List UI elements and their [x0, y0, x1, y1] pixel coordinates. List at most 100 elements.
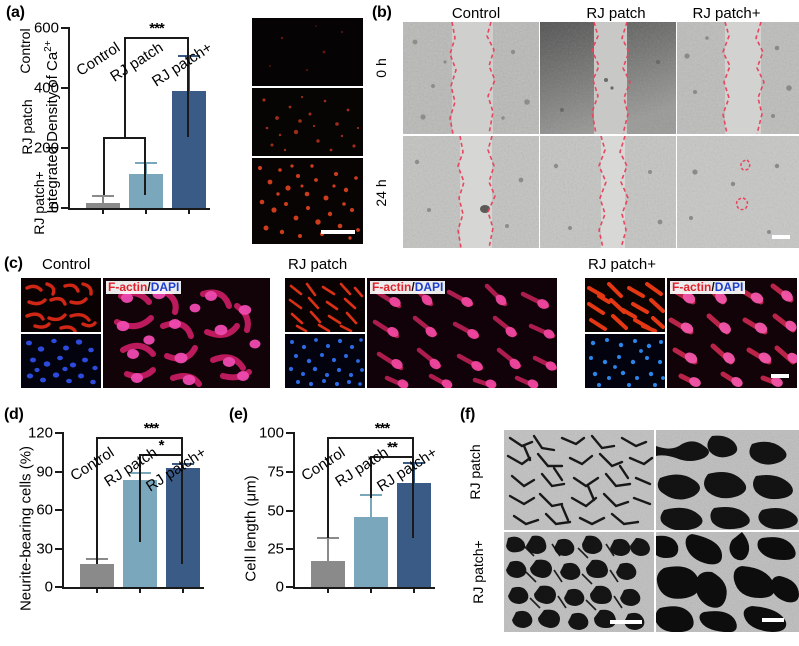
panel-c-control-factin-content [21, 278, 101, 332]
panel-b-image-control-24h[interactable] [403, 136, 539, 248]
panel-a-xtick-1 [145, 208, 147, 214]
panel-e-ytick-100 [286, 432, 293, 434]
panel-c-control-factin[interactable] [21, 278, 101, 332]
panel-c-control-merge-tag-dapi: DAPI [150, 280, 180, 294]
panel-a-chart: 0 200 400 600 *** Control RJ patch RJ pa… [34, 21, 215, 216]
panel-c-rj-patch-plus-merge[interactable]: F-actin/DAPI [667, 278, 797, 388]
panel-d-sig-bracket-rjpatch-rjpatchplus [139, 454, 183, 542]
panel-c-rj-patch-merge-tag-sep: / [411, 280, 415, 294]
panel-e-sig-stars-2: ** [387, 439, 398, 456]
panel-d-xtick-1 [139, 587, 141, 593]
panel-c-rj-patch-factin-content [285, 278, 365, 332]
panel-d-bar-rj-patch-plus [166, 468, 200, 587]
panel-b-colheader-control: Control [451, 5, 501, 22]
panel-c-rj-patch-merge[interactable]: F-actin/DAPI [367, 278, 557, 388]
panel-a-error-control [102, 196, 104, 203]
panel-e-ytick-0 [286, 586, 293, 588]
panel-b-scale-bar [772, 235, 790, 239]
panel-b-image-rj-patch-0h-content [540, 22, 676, 134]
panel-a-bar-control [86, 203, 120, 208]
panel-e-chart: 0 25 50 75 100 *** ** Control RJ patch R… [259, 421, 440, 595]
panel-d-ytick-120 [55, 432, 62, 434]
panel-b-image-control-0h[interactable] [403, 22, 539, 134]
panel-c-group-title-rj-patch: RJ patch [288, 256, 348, 273]
panel-f-rowheader-rj-patch-plus: RJ patch+ [470, 540, 486, 604]
panel-a-micrograph-control[interactable] [252, 18, 363, 86]
panel-a-micrograph-rowlabel-control: Control [17, 28, 33, 74]
panel-a-ytick-label-200: 200 [33, 139, 59, 157]
panel-f-image-rj-patch-high-mag-content [656, 430, 799, 530]
panel-a-ytick-200 [61, 147, 68, 149]
panel-a-x-axis [68, 208, 210, 210]
panel-f-image-rj-patch-plus-high-mag[interactable] [656, 532, 799, 632]
panel-a-xtick-2 [188, 208, 190, 214]
panel-b-image-rj-patch-plus-24h[interactable] [677, 136, 799, 248]
panel-e-ytick-label-100: 100 [258, 424, 284, 442]
panel-c-rj-patch-plus-merge-tag-factin: F-actin [672, 280, 712, 294]
panel-a-ytick-400 [61, 87, 68, 89]
panel-a-micrograph-control-content [252, 18, 363, 86]
panel-c-rj-patch-plus-merge-tag: F-actin/DAPI [670, 280, 746, 294]
panel-e-ytick-label-0: 0 [275, 578, 284, 596]
panel-d-errorcap-rj-patch-plus [172, 463, 194, 465]
panel-c-control-merge-tag-sep: / [147, 280, 151, 294]
panel-c-control-dapi-content [21, 334, 101, 388]
panel-c-rj-patch-plus-dapi-content [585, 334, 665, 388]
panel-c-rj-patch-plus-factin-content [585, 278, 665, 332]
panel-c-rj-patch-merge-tag-factin: F-actin [372, 280, 412, 294]
panel-c-rj-patch-plus-dapi[interactable] [585, 334, 665, 388]
panel-d-ytick-label-0: 0 [44, 578, 53, 596]
panel-e: (e) Cell length (μm) 0 25 50 75 100 *** … [225, 402, 445, 646]
panel-a-bar-rj-patch-plus [172, 91, 206, 208]
panel-b: (b) Control RJ patch RJ patch+ 0 h 24 h [370, 0, 799, 254]
panel-d-ytick-0 [55, 586, 62, 588]
panel-d-ytick-60 [55, 509, 62, 511]
panel-c-rj-patch-merge-tag-dapi: DAPI [414, 280, 444, 294]
panel-f-image-rj-patch-low-mag[interactable] [504, 430, 654, 530]
panel-e-label: (e) [229, 406, 248, 423]
panel-f-image-rj-patch-high-mag[interactable] [656, 430, 799, 530]
panel-e-xtick-0 [327, 587, 329, 593]
panel-e-ytick-50 [286, 509, 293, 512]
panel-c-rj-patch-plus-factin[interactable] [585, 278, 665, 332]
panel-c-group-title-rj-patch-plus: RJ patch+ [588, 256, 656, 273]
panel-a-ytick-label-600: 600 [33, 19, 59, 37]
panel-f-image-rj-patch-plus-low-mag[interactable] [504, 532, 654, 632]
panel-c-control-merge[interactable]: F-actin/DAPI [103, 278, 270, 388]
panel-e-error-rj-patch [370, 495, 372, 517]
panel-c-control-dapi[interactable] [21, 334, 101, 388]
panel-b-image-rj-patch-plus-0h[interactable] [677, 22, 799, 134]
panel-c-rj-patch-merge-content [367, 278, 557, 388]
panel-e-bar-control [311, 561, 345, 587]
panel-a-errorcap-rj-patch-plus [178, 55, 200, 57]
panel-a-ytick-600 [61, 27, 68, 29]
panel-b-image-rj-patch-24h[interactable] [540, 136, 676, 248]
panel-a-micrograph-rj-patch[interactable] [252, 88, 363, 156]
panel-e-ytick-label-50: 50 [267, 502, 284, 519]
panel-e-sig-bracket-rjpatch-rjpatchplus [370, 456, 414, 498]
panel-b-image-rj-patch-0h[interactable] [540, 22, 676, 134]
panel-c-rj-patch-factin[interactable] [285, 278, 365, 332]
panel-a-errorcap-control [92, 195, 114, 197]
panel-c-rj-patch-dapi[interactable] [285, 334, 365, 388]
panel-d-y-axis [62, 432, 64, 589]
panel-a-ytick-0 [61, 207, 68, 209]
panel-e-sig-stars-1: *** [374, 420, 391, 437]
panel-c-scale-bar [771, 374, 789, 378]
panel-a-micrograph-rj-patch-content [252, 88, 363, 156]
panel-b-label: (b) [372, 4, 392, 21]
panel-d-xtick-2 [182, 587, 184, 593]
panel-d-ytick-30 [55, 547, 62, 550]
panel-c-group-title-control: Control [42, 256, 91, 273]
panel-d-ytick-label-90: 90 [36, 463, 53, 480]
panel-f-image-rj-patch-plus-low-mag-content [504, 532, 654, 632]
panel-a-sig-bracket-control-rjpatch [103, 137, 146, 195]
panel-d-ytick-90 [55, 470, 62, 473]
panel-e-error-rj-patch-plus [413, 463, 415, 483]
panel-a-xtick-0 [102, 208, 104, 214]
panel-c-label: (c) [4, 255, 23, 272]
panel-a-micrograph-rj-patch-plus[interactable] [252, 158, 363, 244]
panel-e-ytick-label-25: 25 [267, 540, 284, 558]
panel-a-micrograph-rowlabel-rj-patch: RJ patch [19, 99, 35, 155]
panel-a-micrograph-rj-patch-plus-content [252, 158, 363, 244]
